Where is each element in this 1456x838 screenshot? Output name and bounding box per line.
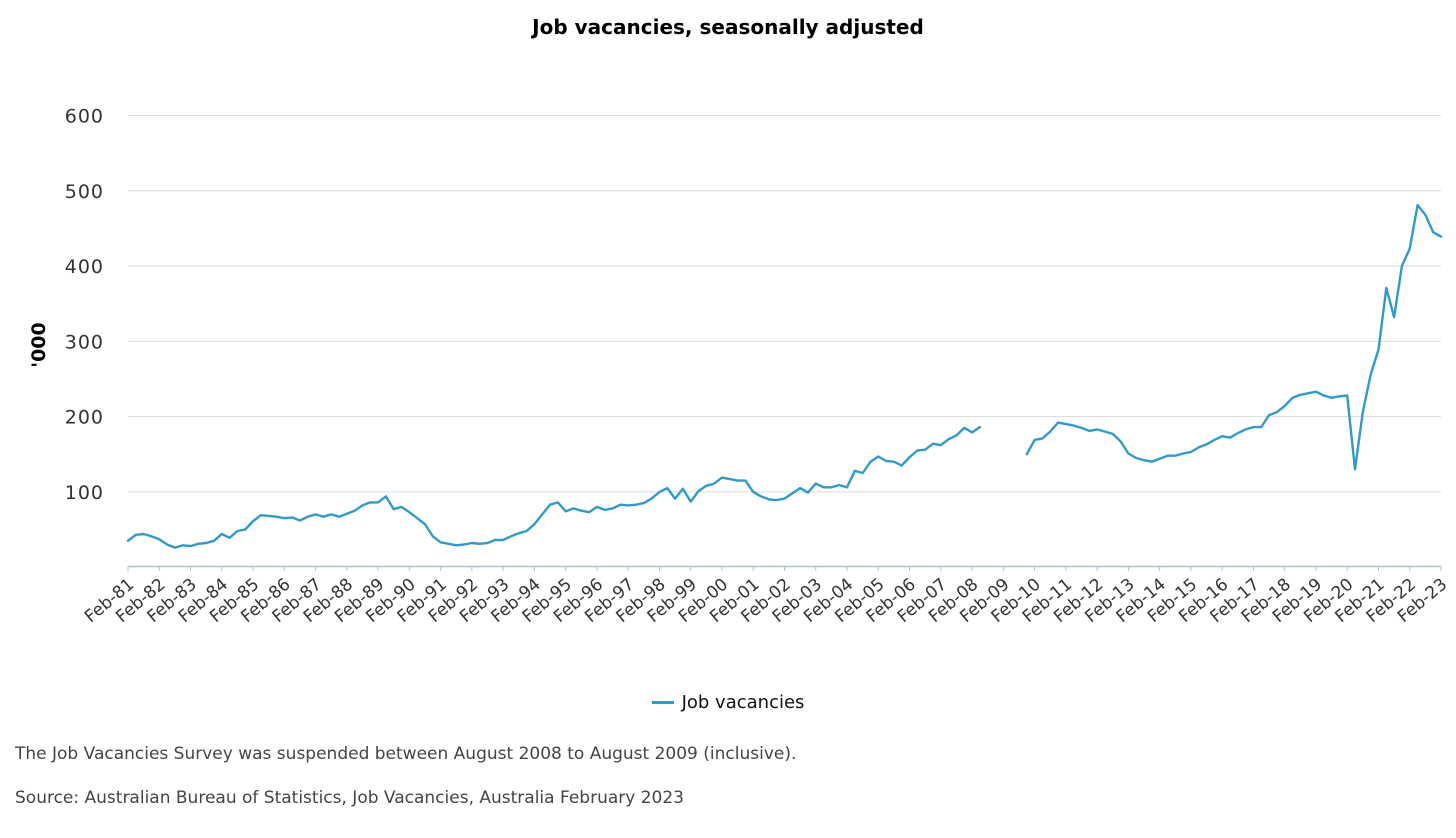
y-tick-label: 200 <box>65 407 104 429</box>
series-line-job-vacancies <box>1025 203 1443 471</box>
source-note: Source: Australian Bureau of Statistics,… <box>15 788 684 808</box>
chart-legend[interactable]: Job vacancies <box>0 692 1456 713</box>
y-axis-label: '000 <box>28 322 50 367</box>
y-tick-label: 300 <box>65 331 104 353</box>
y-tick-label: 100 <box>65 482 104 504</box>
series-line-job-vacancies <box>126 425 982 549</box>
legend-label: Job vacancies <box>681 692 805 713</box>
legend-swatch <box>651 701 674 704</box>
suspension-note: The Job Vacancies Survey was suspended b… <box>15 744 797 764</box>
y-tick-label: 500 <box>65 181 104 203</box>
y-tick-label: 600 <box>65 106 104 128</box>
y-tick-label: 400 <box>65 256 104 278</box>
line-chart: 100200300400500600'000Feb-81Feb-82Feb-83… <box>28 106 1451 628</box>
chart-title: Job vacancies, seasonally adjusted <box>532 15 924 39</box>
